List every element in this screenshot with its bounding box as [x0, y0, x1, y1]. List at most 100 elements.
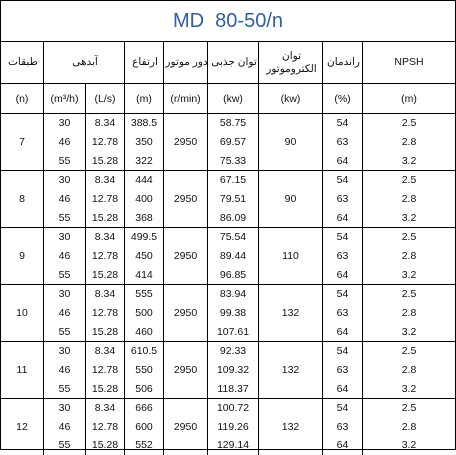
power: 118.37 [208, 379, 260, 399]
npsh: 2.5 [401, 174, 417, 187]
unit-header: (r/min) [164, 84, 209, 114]
flow-ls: 8.34 [86, 227, 126, 247]
speed: 2950 [164, 114, 209, 171]
power: 79.51 [208, 189, 260, 209]
flow-ls: 15.28 [86, 208, 126, 228]
title: MD 80-50/n [1, 1, 455, 42]
flow-m3h: 30 [44, 341, 86, 361]
data-row: 12 30 8.34 666 2950 100.72 132 54 2.5 [1, 398, 455, 455]
data-row: 9 30 8.34 499.5 2950 75.54 110 54 2.5 [1, 227, 455, 285]
data-row: 55 15.28 460 107.61 64 3.2 [1, 322, 456, 342]
data-row: 46 12.78 450 89.44 63 2.8 [1, 246, 455, 266]
head: 499.5 [125, 227, 165, 247]
flow-m3h: 55 [44, 436, 86, 455]
npsh: 2.5 [401, 117, 417, 130]
npsh: 2.8 [401, 306, 417, 319]
flow-m3h: 55 [44, 151, 86, 171]
head: 555 [125, 284, 165, 304]
efficiency: 54 [323, 170, 364, 190]
head: 444 [125, 170, 165, 190]
unit-header: (m) [125, 84, 165, 114]
efficiency: 54 [323, 341, 364, 361]
motor-power: 132 [259, 284, 324, 342]
data-row: 55 15.28 414 96.85 64 3.2 [1, 265, 456, 285]
flow-m3h: 46 [44, 246, 86, 266]
unit-header: (L/s) [86, 84, 126, 114]
flow-ls: 12.78 [86, 303, 126, 323]
flow-ls: 12.78 [86, 132, 126, 152]
power: 75.33 [208, 151, 260, 171]
flow-m3h: 30 [44, 398, 86, 418]
efficiency: 63 [323, 417, 364, 437]
flow-m3h: 30 [44, 284, 86, 304]
power: 69.57 [208, 132, 260, 152]
npsh: 2.5 [401, 402, 417, 415]
data-row: 46 12.78 500 99.38 63 2.8 [1, 303, 455, 323]
power: 99.38 [208, 303, 260, 323]
speed: 2950 [164, 227, 209, 285]
column-header: ارتفاع [125, 42, 165, 84]
flow-m3h: 55 [44, 322, 86, 342]
efficiency: 64 [323, 436, 364, 455]
npsh: 2.8 [401, 420, 417, 433]
flow-ls: 8.34 [86, 170, 126, 190]
flow-m3h: 30 [44, 114, 86, 133]
data-row: 46 12.78 400 79.51 63 2.8 [1, 189, 455, 209]
motor-power: 132 [259, 341, 324, 399]
npsh: 3.2 [363, 322, 456, 342]
npsh: 3.2 [363, 208, 456, 228]
flow-ls: 12.78 [86, 246, 126, 266]
flow-m3h: 46 [44, 360, 86, 380]
column-header: راندمان [323, 42, 364, 84]
column-header: NPSH [363, 42, 456, 84]
flow-ls: 12.78 [86, 189, 126, 209]
head: 500 [125, 303, 165, 323]
stages: 7 [1, 114, 44, 171]
head: 600 [125, 417, 165, 437]
flow-m3h: 30 [44, 227, 86, 247]
flow-m3h: 46 [44, 132, 86, 152]
power: 100.72 [208, 398, 260, 418]
flow-m3h: 30 [44, 170, 86, 190]
flow-m3h: 55 [44, 265, 86, 285]
flow-m3h: 46 [44, 303, 86, 323]
stages: 10 [1, 284, 44, 342]
flow-ls: 8.34 [86, 398, 126, 418]
power: 89.44 [208, 246, 260, 266]
flow-ls: 8.34 [86, 341, 126, 361]
data-row: 46 12.78 600 119.26 63 2.8 [1, 417, 455, 437]
efficiency: 54 [323, 398, 364, 418]
power: 96.85 [208, 265, 260, 285]
flow-ls: 15.28 [86, 265, 126, 285]
head: 368 [125, 208, 165, 228]
head: 610.5 [125, 341, 165, 361]
head: 350 [125, 132, 165, 152]
power: 86.09 [208, 208, 260, 228]
power: 119.26 [208, 417, 260, 437]
power: 67.15 [208, 170, 260, 190]
motor-power: 110 [259, 227, 324, 285]
efficiency: 64 [323, 379, 364, 399]
motor-power: 90 [259, 170, 324, 228]
efficiency: 64 [323, 151, 364, 171]
units-row: (n) (m³/h) (L/s) (m) (r/min) (kw) (kw) (%) (m) [1, 84, 456, 114]
npsh: 3.2 [363, 379, 456, 399]
unit-header: (%) [323, 84, 364, 114]
data-row: 11 30 8.34 610.5 2950 92.33 132 54 2.5 [1, 341, 455, 399]
data-row: 7 30 8.34 388.5 2950 58.75 90 54 2.5 [1, 114, 455, 171]
head: 388.5 [125, 114, 165, 133]
power: 129.14 [208, 436, 260, 455]
stages: 9 [1, 227, 44, 285]
efficiency: 63 [323, 303, 364, 323]
efficiency: 63 [323, 189, 364, 209]
speed: 2950 [164, 398, 209, 455]
data-row: 55 15.28 322 75.33 64 3.2 [1, 151, 456, 171]
flow-ls: 12.78 [86, 360, 126, 380]
head: 400 [125, 189, 165, 209]
power: 92.33 [208, 341, 260, 361]
npsh: 2.5 [401, 231, 417, 244]
efficiency: 54 [323, 114, 364, 133]
unit-header: (n) [1, 84, 44, 114]
npsh: 2.5 [401, 288, 417, 301]
header-row: طبقات آبدهی ارتفاع دور موتور توان جذبی توان ا… [1, 42, 456, 84]
